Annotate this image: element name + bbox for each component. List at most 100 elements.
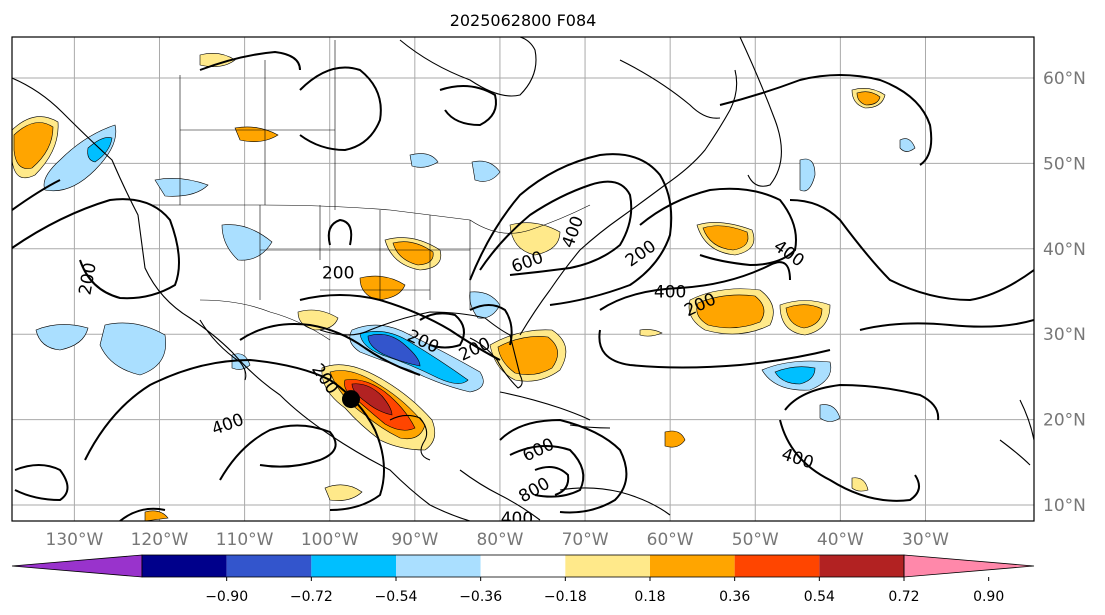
yellow-anomaly-atl-w xyxy=(639,329,663,337)
darkblue-anomaly-gulf xyxy=(367,334,421,367)
lat-tick-label: 40°N xyxy=(1043,240,1086,260)
lon-tick-label: 130°W xyxy=(46,530,104,550)
colorbar-tick-label: −0.72 xyxy=(290,589,333,605)
colorbar: −0.90 −0.72 −0.54 −0.36 −0.18 0.18 0.36 0.54 0.7… xyxy=(11,554,1035,605)
lon-tick-label: 40°W xyxy=(817,530,864,550)
colorbar-segment xyxy=(480,555,566,577)
orange-anomaly-texas xyxy=(359,275,406,301)
lat-tick-label: 20°N xyxy=(1043,411,1086,431)
border-us-mexico xyxy=(199,299,331,341)
map-frame xyxy=(11,36,1035,522)
blue-anomaly-mw-2 xyxy=(471,160,501,182)
contour-200-pacific xyxy=(12,198,180,300)
colorbar-tick-label: 0.18 xyxy=(634,589,665,605)
orange-anomaly-pacnw-inner xyxy=(13,122,54,169)
storm-center-marker xyxy=(341,390,360,409)
colorbar-segment xyxy=(650,555,735,577)
borders-canada xyxy=(179,40,336,210)
lon-tick-label: 120°W xyxy=(131,530,189,550)
colorbar-tick-label: 0.72 xyxy=(888,589,919,605)
coastline-africa xyxy=(999,439,1031,466)
colorbar-segment xyxy=(565,555,650,577)
lon-tick-label: 110°W xyxy=(216,530,274,550)
lon-tick-label: 90°W xyxy=(391,530,438,550)
coastline-greenland xyxy=(739,37,782,187)
colorbar-segment xyxy=(226,555,312,577)
orange-anomaly-canada xyxy=(234,126,279,142)
coastline-hispaniola xyxy=(569,424,611,429)
contour-200-canada-2 xyxy=(199,50,301,71)
contour-400-s xyxy=(119,507,166,521)
coastline-baja xyxy=(199,319,247,381)
colorbar-extend-low xyxy=(11,554,143,578)
orange-anomaly-ne xyxy=(509,222,561,256)
blue-anomaly-nova xyxy=(899,138,916,152)
contour-400-atl-se xyxy=(779,419,920,502)
lat-tick-label: 10°N xyxy=(1043,496,1086,516)
latitude-labels: 60°N 50°N 40°N 30°N 20°N 10°N xyxy=(1043,69,1086,516)
colorbar-tick-label: 0.54 xyxy=(804,589,835,605)
coastline-labrador xyxy=(619,59,721,119)
contour-200-se xyxy=(469,304,513,346)
contour-400-east-big xyxy=(469,153,673,306)
lon-tick-label: 50°W xyxy=(732,530,779,550)
contour-200-west xyxy=(239,323,421,376)
colorbar-frame xyxy=(141,554,905,578)
colorbar-segment xyxy=(819,555,904,577)
longitude-labels: 130°W 120°W 110°W 100°W 90°W 80°W 70°W 60°W 50°W… xyxy=(46,530,950,550)
orange-anomaly-caribbean xyxy=(664,430,686,448)
colorbar-segment xyxy=(311,555,396,577)
coastline-gulf xyxy=(319,311,523,389)
map-title: 2025062800 F084 xyxy=(450,11,597,30)
coastline-north-america-west xyxy=(12,77,471,521)
shaded-field xyxy=(12,53,916,521)
contour-value-label: 400 xyxy=(654,283,686,303)
contour-200-canada xyxy=(299,66,382,152)
orange-anomaly-epac-s xyxy=(324,484,363,501)
contour-600-carib xyxy=(509,445,585,498)
orange-anomaly-greenland-inner xyxy=(856,91,881,106)
colorbar-segment xyxy=(734,555,820,577)
lon-tick-label: 100°W xyxy=(301,530,359,550)
blue-anomaly-epac xyxy=(99,322,167,376)
contour-value-label: 400 xyxy=(501,509,533,529)
contour-lines xyxy=(12,50,1034,521)
contour-400-atl-ne xyxy=(719,74,933,166)
coastline-hudson xyxy=(399,37,537,97)
orange-anomaly-atlantic-2-inner xyxy=(785,304,823,329)
colorbar-tick-label: −0.90 xyxy=(205,589,248,605)
colorbar-segment xyxy=(396,555,481,577)
colorbar-tick-label: −0.18 xyxy=(544,589,587,605)
contour-400-sw xyxy=(14,464,69,502)
contour-600-east xyxy=(479,180,633,276)
colorbar-tick-label: −0.54 xyxy=(375,589,418,605)
orange-anomaly-epac-s2 xyxy=(144,510,169,521)
lon-tick-label: 60°W xyxy=(647,530,694,550)
colorbar-tick-label: 0.90 xyxy=(973,589,1004,605)
lon-tick-label: 80°W xyxy=(476,530,523,550)
blue-anomaly-atlantic-4 xyxy=(819,404,841,422)
orange-anomaly-atlantic-inner xyxy=(696,294,765,329)
contour-200-atl-loop xyxy=(598,329,831,369)
contour-value-label: 200 xyxy=(322,264,354,284)
coastline-europe xyxy=(1019,399,1034,441)
lon-tick-label: 70°W xyxy=(562,530,609,550)
contour-200-storm-loop xyxy=(419,312,465,349)
colorbar-tick-label: 0.36 xyxy=(719,589,750,605)
coastlines xyxy=(12,37,1034,521)
coastline-central-america xyxy=(459,469,541,521)
map-background xyxy=(12,37,1034,521)
lon-tick-label: 30°W xyxy=(902,530,949,550)
lat-tick-label: 30°N xyxy=(1043,325,1086,345)
coastline-south-america xyxy=(559,487,671,516)
contour-400-carib xyxy=(499,418,628,514)
lat-tick-label: 60°N xyxy=(1043,69,1086,89)
contour-400-atl-s xyxy=(784,383,940,421)
coastline-yucatan xyxy=(389,414,431,461)
blue-anomaly-mw xyxy=(409,153,439,168)
contour-200-atl-n xyxy=(639,187,797,267)
colorbar-segment xyxy=(142,555,227,577)
colorbar-tick-label: −0.36 xyxy=(459,589,502,605)
orange-anomaly-northatl-inner xyxy=(702,225,749,251)
